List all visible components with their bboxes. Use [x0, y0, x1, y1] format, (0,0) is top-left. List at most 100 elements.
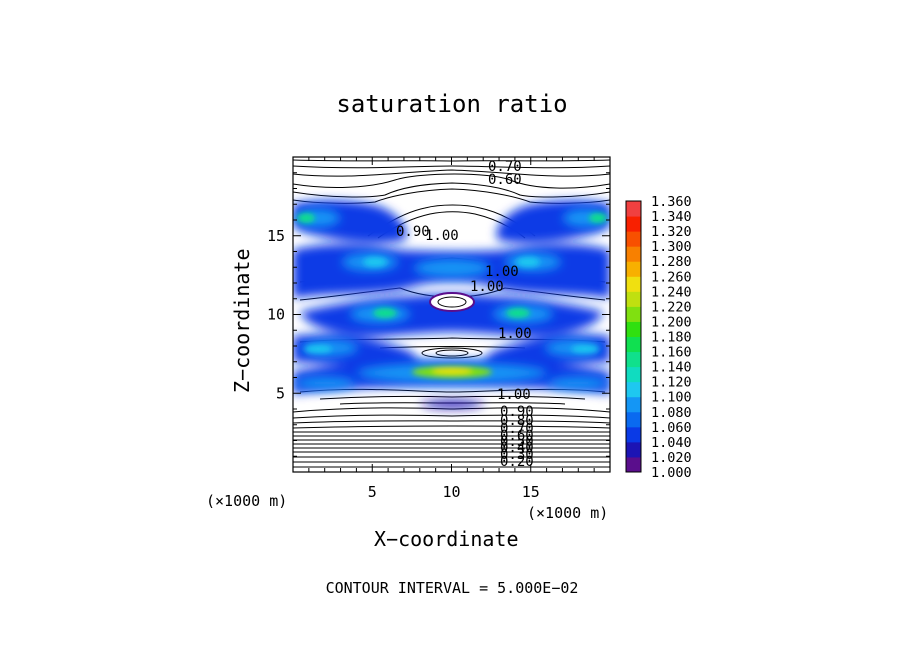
x-axis-unit-secondary: (×1000 m) [527, 504, 608, 522]
contour-line [293, 425, 610, 429]
contour-label: 1.00 [425, 228, 459, 244]
supersaturation-fills [293, 200, 610, 409]
x-axis-label: X−coordinate [374, 527, 519, 551]
contour-label: 0.80 [500, 413, 534, 429]
contour-label: 1.00 [485, 264, 519, 280]
fill-region [295, 377, 355, 389]
fill-region [363, 257, 387, 267]
fill-region [304, 345, 332, 353]
fill-layer-inner [297, 213, 607, 378]
contour-line [377, 211, 526, 239]
contour-label: 0.50 [500, 434, 534, 450]
contour-label: 0.90 [396, 224, 430, 240]
colorbar-label: 1.120 [651, 375, 692, 391]
colorbar-label: 1.300 [651, 239, 692, 255]
contour-label: 0.30 [500, 447, 534, 463]
contour-label: 0.90 [500, 404, 534, 420]
colorbar-swatch [626, 336, 641, 353]
contour-line [293, 182, 610, 198]
contour-line [293, 407, 610, 413]
fill-region [571, 345, 599, 353]
contour-label: 1.00 [498, 326, 532, 342]
colorbar-label: 1.040 [651, 435, 692, 451]
y-tick-label: 10 [267, 306, 285, 324]
fill-region [548, 377, 608, 389]
contour-line [293, 169, 610, 177]
colorbar-swatch [626, 351, 641, 368]
colorbar-swatch [626, 441, 641, 458]
colorbar-label: 1.260 [651, 269, 692, 285]
colorbar-frame [625, 200, 642, 473]
colorbar-swatch [626, 231, 641, 247]
contour-line [293, 420, 610, 424]
fill-region [589, 213, 607, 223]
colorbar: 1.0001.0201.0401.0601.0801.1001.1201.140… [625, 194, 692, 481]
colorbar-label: 1.200 [651, 314, 692, 330]
contour-label: 0.70 [500, 421, 534, 437]
contour-line [435, 349, 469, 357]
contour-interval-note: CONTOUR INTERVAL = 5.000E−02 [326, 579, 579, 597]
contour-label: 1.00 [470, 279, 504, 295]
contour-label: 0.60 [500, 428, 534, 444]
contour-label: 1.00 [497, 387, 531, 403]
fill-region [506, 308, 530, 318]
colorbar-swatch [626, 306, 641, 322]
colorbar-label: 1.280 [651, 254, 692, 270]
contour-line [421, 347, 483, 359]
axes: 5 10 15 5 10 15 [267, 157, 610, 501]
colorbar-label: 1.220 [651, 299, 692, 315]
colorbar-label: 1.140 [651, 360, 692, 376]
y-tick-label: 15 [267, 227, 285, 245]
colorbar-label: 1.320 [651, 224, 692, 240]
colorbar-swatch [626, 396, 641, 413]
fill-region [420, 400, 485, 409]
colorbar-swatch [626, 321, 641, 337]
x-axis-unit: (×1000 m) [206, 492, 287, 510]
fill-region [373, 308, 397, 318]
lower-contour-stack [293, 407, 610, 468]
x-tick-label: 10 [442, 483, 460, 501]
colorbar-swatch [626, 276, 641, 292]
colorbar-label: 1.180 [651, 330, 692, 346]
colorbar-swatch [626, 456, 641, 473]
colorbar-swatch [626, 366, 641, 383]
colorbar-swatch [626, 246, 641, 262]
colorbar-swatch [626, 261, 641, 277]
contour-label: 0.40 [500, 440, 534, 456]
colorbar-label: 1.060 [651, 420, 692, 436]
contour-line [293, 165, 610, 169]
y-axis-label: Z−coordinate [230, 249, 254, 394]
contour-label: 0.60 [488, 172, 522, 188]
fill-region [297, 213, 315, 223]
contour-line [293, 173, 610, 189]
colorbar-swatch [626, 411, 641, 428]
colorbar-label: 1.000 [651, 465, 692, 481]
x-tick-label: 5 [368, 483, 377, 501]
colorbar-label: 1.240 [651, 284, 692, 300]
y-tick-label: 5 [276, 384, 285, 402]
contour-line [319, 395, 586, 400]
colorbar-label: 1.020 [651, 450, 692, 466]
x-tick-label: 15 [522, 483, 540, 501]
contour-line [437, 296, 467, 308]
colorbar-swatch [626, 426, 641, 443]
contour-line [293, 414, 610, 419]
fill-region [414, 259, 490, 277]
colorbar-label: 1.340 [651, 209, 692, 225]
colorbar-label: 1.360 [651, 194, 692, 210]
colorbar-swatch [626, 381, 641, 398]
colorbar-swatch [626, 291, 641, 307]
contour-label: 0.20 [500, 454, 534, 470]
chart-title: saturation ratio [336, 90, 567, 118]
contour-labels: 0.70 0.60 0.90 1.00 1.00 1.00 1.00 1.00 … [396, 159, 534, 470]
colorbar-label: 1.160 [651, 345, 692, 361]
colorbar-label: 1.080 [651, 405, 692, 421]
colorbar-label: 1.100 [651, 390, 692, 406]
plot-area: 0.70 0.60 0.90 1.00 1.00 1.00 1.00 1.00 … [293, 157, 610, 472]
colorbar-swatch [626, 216, 641, 232]
fill-region [300, 294, 603, 337]
colorbar-swatch [626, 201, 641, 217]
contour-line [299, 388, 606, 393]
